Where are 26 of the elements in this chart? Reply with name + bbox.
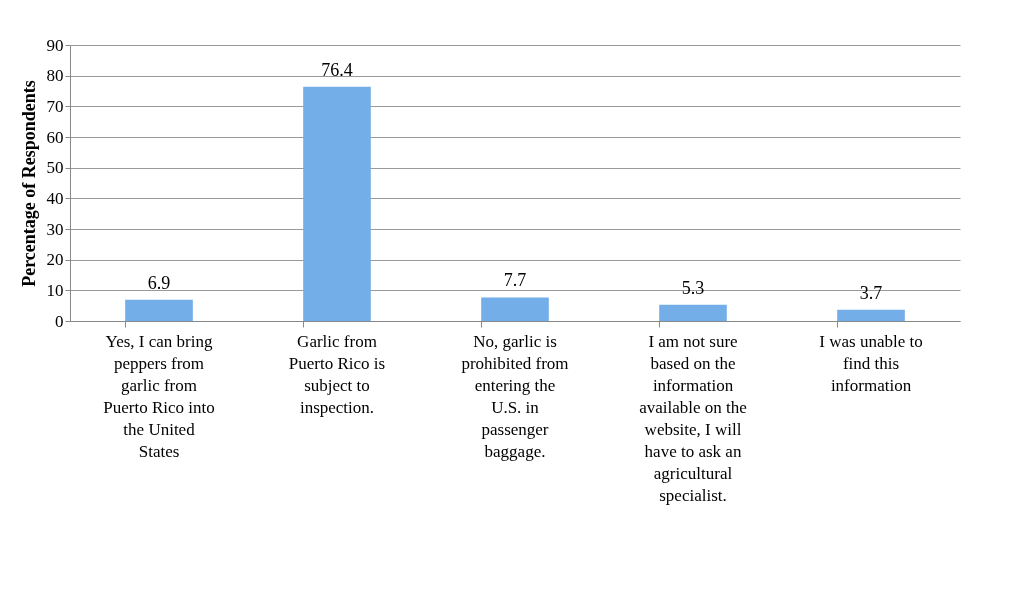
x-tick-label: I am not sure based on the information available on the website, I will have to ask an agricultural specialist. — [639, 331, 747, 505]
y-tick-label: 0 — [55, 311, 64, 331]
x-tick-label: Garlic from Puerto Rico is subject to inspection. — [288, 331, 386, 417]
x-tick-label: No, garlic is prohibited from entering the U.S. in passenger baggage. — [461, 331, 569, 461]
y-tick-label: 20 — [46, 250, 64, 270]
y-axis-title: Percentage of Respondents — [18, 80, 39, 287]
bar — [125, 299, 193, 321]
data-label: 6.9 — [147, 272, 171, 293]
y-tick-label: 60 — [46, 127, 64, 147]
data-label: 7.7 — [503, 270, 527, 291]
y-tick-label: 50 — [46, 158, 64, 178]
data-label: 76.4 — [321, 59, 353, 80]
y-tick-label: 40 — [46, 188, 64, 208]
x-tick-label: Yes, I can bring peppers from garlic from Puerto Rico into the United States — [103, 331, 215, 461]
data-label: 3.7 — [859, 282, 883, 303]
bar — [837, 309, 905, 321]
bar — [481, 297, 549, 321]
data-label: 5.3 — [681, 277, 705, 298]
x-tick-label: I was unable to find this information — [819, 331, 923, 395]
y-tick-label: 10 — [46, 280, 64, 300]
y-tick-label: 70 — [46, 96, 64, 116]
y-tick-label: 80 — [46, 66, 64, 86]
bar — [659, 304, 727, 321]
y-tick-label: 90 — [46, 35, 64, 55]
bar — [303, 86, 371, 321]
y-tick-label: 30 — [46, 219, 64, 239]
